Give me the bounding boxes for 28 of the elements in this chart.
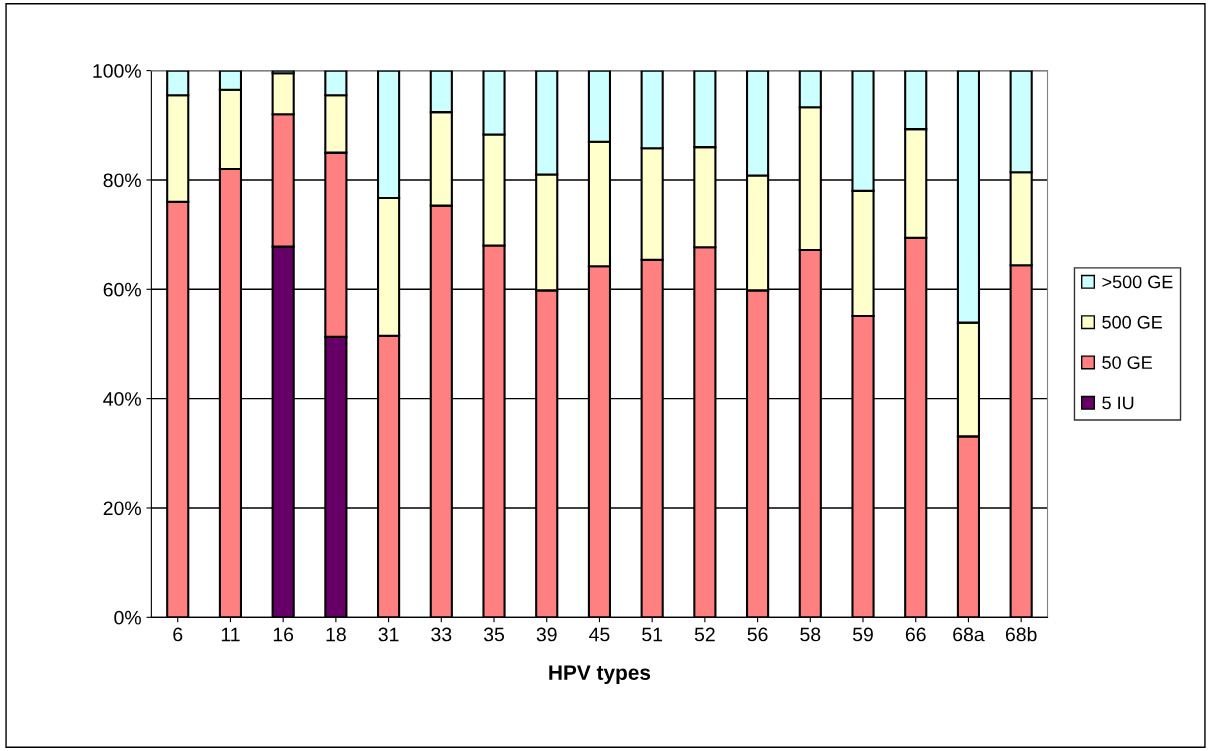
x-tick-label: 31: [378, 627, 399, 642]
y-tick-label: 0%: [114, 610, 141, 625]
x-tick-label: 68b: [1005, 627, 1037, 642]
x-tick-label: 52: [694, 627, 715, 642]
y-tick-label: 100%: [93, 64, 141, 78]
legend-label: >500 GE: [1102, 275, 1173, 289]
x-tick-label: 56: [747, 627, 768, 642]
legend-label: 5 IU: [1102, 396, 1134, 410]
x-tick-label: 16: [273, 627, 294, 642]
x-axis-title: HPV types: [549, 665, 651, 685]
y-tick-label: 20%: [103, 501, 141, 516]
x-tick-label: 58: [800, 627, 821, 642]
y-tick-label: 60%: [103, 282, 141, 297]
x-tick-label: 11: [221, 627, 240, 642]
x-tick-label: 59: [852, 627, 873, 642]
x-tick-label: 51: [642, 627, 663, 642]
legend-label: 500 GE: [1102, 315, 1162, 329]
x-tick-label: 18: [326, 627, 346, 642]
x-tick-label: 33: [431, 627, 452, 642]
x-tick-label: 35: [483, 627, 505, 642]
x-tick-label: 68a: [953, 627, 985, 642]
y-tick-label: 40%: [103, 392, 141, 406]
x-tick-label: 45: [589, 627, 610, 642]
y-tick-label: 80%: [103, 173, 141, 188]
legend-label: 50 GE: [1102, 356, 1152, 369]
x-tick-label: 6: [173, 627, 183, 642]
x-tick-label: 66: [905, 627, 926, 642]
x-tick-label: 39: [536, 627, 557, 642]
